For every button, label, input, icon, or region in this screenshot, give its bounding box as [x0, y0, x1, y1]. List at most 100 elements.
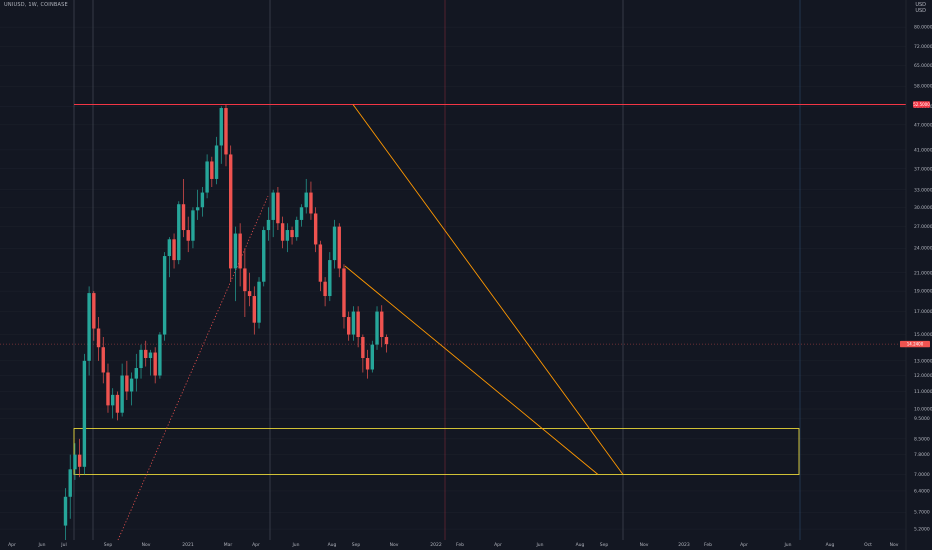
candle-16: [139, 344, 143, 379]
candle-8: [101, 337, 105, 384]
y-tick-13: 19.0000: [914, 289, 932, 295]
candle-body-36: [233, 233, 238, 269]
y-tick-23: 7.0000: [914, 472, 930, 478]
price-scale-currency[interactable]: USD USD: [915, 2, 926, 14]
candle-body-34: [224, 108, 228, 155]
price-axis[interactable]: 80.000072.000065.000058.000052.000047.00…: [905, 0, 932, 550]
candle-body-42: [262, 230, 266, 282]
candle-body-9: [106, 372, 110, 406]
y-tick-16: 13.0000: [914, 358, 932, 364]
candle-body-62: [356, 311, 360, 338]
candle-7: [96, 317, 101, 361]
candle-body-50: [299, 207, 304, 220]
candle-52: [309, 181, 313, 220]
candle-38: [243, 248, 247, 318]
candle-42: [262, 226, 266, 287]
time-axis[interactable]: Apr Jun Jul Sep Nov 2021 Mar Apr Jun Aug Sep Nov 202…: [8, 542, 899, 548]
candle-body-5: [87, 293, 91, 361]
y-tick-6: 41.0000: [914, 147, 932, 153]
x-tick-7: Apr: [252, 542, 260, 548]
x-tick-1: Jun: [37, 542, 45, 548]
candle-61: [351, 306, 356, 341]
x-tick-9: Aug: [328, 542, 337, 548]
candle-14: [129, 372, 134, 406]
x-tick-20: Feb: [704, 542, 712, 548]
candle-56: [328, 252, 332, 302]
candle-31: [210, 156, 214, 187]
candle-body-64: [365, 358, 370, 370]
candle-body-37: [238, 233, 242, 269]
candle-18: [148, 349, 153, 376]
candle-body-25: [181, 204, 186, 231]
candle-body-43: [266, 219, 271, 231]
candle-46: [280, 216, 285, 249]
candle-34: [224, 104, 228, 167]
candle-35: [229, 145, 233, 282]
candle-26: [186, 216, 190, 253]
x-tick-12: 2022: [430, 542, 442, 548]
candle-12: [120, 363, 124, 417]
candle-body-44: [271, 192, 275, 220]
candle-body-57: [332, 226, 337, 261]
x-tick-0: Apr: [8, 542, 16, 548]
x-tick-6: Mar: [224, 542, 233, 548]
y-tick-15: 15.0000: [914, 332, 932, 338]
candle-49: [295, 216, 299, 241]
x-tick-19: 2023: [678, 542, 690, 548]
x-tick-14: Apr: [494, 542, 502, 548]
x-tick-11: Nov: [390, 542, 399, 548]
candle-32: [214, 136, 219, 185]
candle-body-68: [384, 337, 389, 345]
x-tick-15: Jun: [535, 542, 543, 548]
candle-body-55: [323, 281, 327, 297]
candle-body-7: [96, 328, 101, 348]
y-tick-24: 6.4000: [914, 488, 930, 494]
candle-65: [370, 340, 374, 373]
session-separators: [73, 0, 801, 540]
candle-body-22: [167, 239, 172, 257]
descending-support: [344, 265, 599, 475]
candle-54: [318, 240, 323, 292]
candle-29: [200, 186, 205, 217]
candle-41: [257, 277, 261, 329]
candle-body-21: [162, 256, 167, 335]
candle-body-15: [134, 368, 138, 379]
candle-48: [290, 226, 294, 245]
candle-51: [304, 178, 308, 214]
candle-58: [337, 223, 341, 278]
candle-body-3: [77, 454, 82, 467]
candle-11: [115, 391, 120, 421]
y-tick-22: 7.8000: [914, 452, 930, 458]
candle-body-10: [111, 394, 115, 406]
descending-resistance: [352, 104, 624, 475]
candle-5: [87, 286, 91, 376]
x-tick-2: Jul: [60, 542, 66, 548]
candle-28: [195, 189, 200, 220]
candle-57: [332, 219, 337, 269]
x-tick-17: Sep: [600, 542, 609, 548]
candle-body-47: [285, 230, 290, 241]
candle-body-33: [219, 108, 223, 146]
candle-15: [134, 353, 138, 392]
candle-4: [82, 353, 87, 475]
candle-19: [153, 347, 157, 384]
candle-body-11: [115, 394, 120, 413]
candle-62: [356, 306, 360, 348]
candle-body-0: [63, 496, 68, 526]
y-tick-11: 24.0000: [914, 246, 932, 252]
candle-body-63: [361, 337, 365, 359]
candle-37: [238, 223, 242, 287]
candle-body-28: [195, 207, 200, 211]
price-tags: 52.5000 14.2400: [900, 101, 930, 348]
current-price-tag-bg: [900, 340, 930, 348]
x-tick-23: Aug: [826, 542, 835, 548]
candle-53: [313, 207, 318, 253]
grid-lines: [0, 26, 906, 530]
y-tick-17: 12.0000: [914, 373, 932, 379]
x-tick-13: Feb: [456, 542, 464, 548]
candle-body-35: [229, 154, 233, 269]
y-tick-26: 5.2000: [914, 527, 930, 533]
x-tick-18: Nov: [640, 542, 649, 548]
candle-9: [106, 363, 110, 413]
